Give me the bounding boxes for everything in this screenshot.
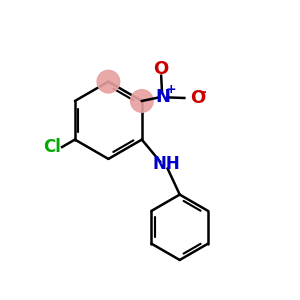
Text: N: N [155, 88, 170, 106]
Text: O: O [190, 89, 206, 107]
Text: O: O [154, 60, 169, 78]
Text: Cl: Cl [43, 138, 61, 156]
Text: +: + [166, 83, 176, 97]
Text: NH: NH [153, 155, 181, 173]
Circle shape [97, 70, 120, 93]
Circle shape [130, 90, 153, 112]
Text: -: - [200, 85, 206, 99]
